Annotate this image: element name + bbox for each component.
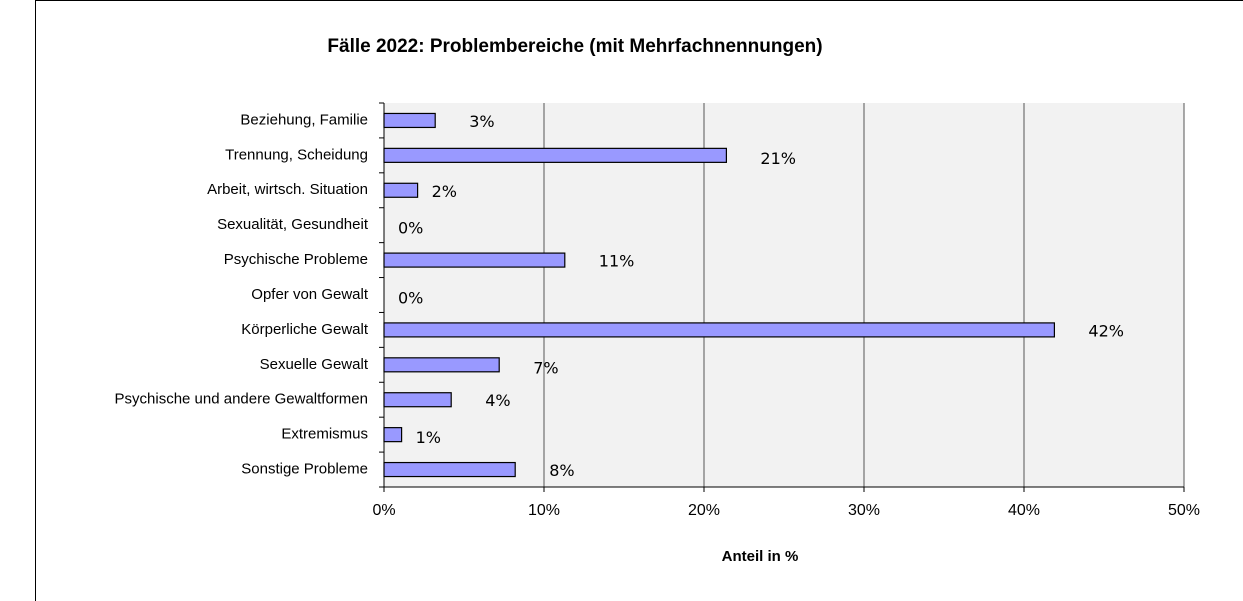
y-tick-label: Sonstige Probleme: [241, 461, 368, 478]
bar: [383, 427, 403, 443]
value-label: 21%: [760, 149, 796, 168]
value-label: 42%: [1088, 321, 1124, 340]
value-label: 3%: [469, 112, 494, 131]
value-label: 11%: [599, 252, 635, 271]
y-tick-label: Trennung, Scheidung: [225, 146, 368, 163]
x-tick-label: 50%: [1168, 502, 1200, 519]
y-tick-label: Sexualität, Gesundheit: [217, 216, 369, 233]
y-tick-label: Psychische und andere Gewaltformen: [115, 391, 368, 408]
x-axis-title: Anteil in %: [722, 548, 799, 565]
y-tick-label: Sexuelle Gewalt: [260, 356, 369, 373]
y-tick-label: Beziehung, Familie: [240, 111, 368, 128]
y-tick-label: Extremismus: [281, 426, 368, 443]
x-tick-label: 20%: [688, 502, 720, 519]
x-tick-label: 0%: [372, 502, 395, 519]
bar: [383, 322, 1056, 338]
value-label: 0%: [398, 289, 423, 308]
x-tick-label: 40%: [1008, 502, 1040, 519]
value-label: 2%: [432, 182, 457, 201]
bar: [383, 392, 452, 408]
value-label: 7%: [533, 358, 558, 377]
bar: [383, 252, 566, 268]
chart-title: Fälle 2022: Problembereiche (mit Mehrfac…: [327, 36, 822, 57]
value-label: 0%: [398, 219, 423, 238]
plot-area: [384, 103, 1184, 487]
y-tick-label: Arbeit, wirtsch. Situation: [207, 181, 368, 198]
value-label: 4%: [485, 391, 510, 410]
y-tick-label: Körperliche Gewalt: [241, 321, 369, 338]
y-tick-label: Opfer von Gewalt: [251, 286, 369, 303]
bar: [383, 357, 500, 373]
value-label: 8%: [549, 461, 574, 480]
bar: [383, 461, 516, 478]
bar: [383, 182, 419, 198]
y-tick-label: Psychische Probleme: [224, 251, 368, 268]
x-tick-label: 30%: [848, 502, 880, 519]
bar: [383, 147, 727, 163]
value-label: 1%: [416, 428, 441, 447]
x-tick-label: 10%: [528, 502, 560, 519]
bar: [383, 112, 436, 129]
